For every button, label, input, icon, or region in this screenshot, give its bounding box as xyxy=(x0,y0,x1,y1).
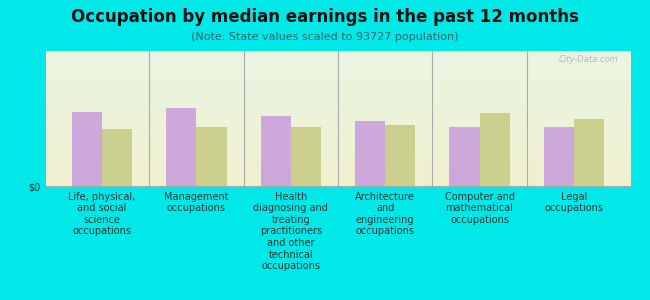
Bar xyxy=(72,112,102,186)
Bar xyxy=(480,113,510,186)
Bar xyxy=(385,125,415,186)
Bar xyxy=(102,129,133,186)
Bar xyxy=(291,127,321,186)
Bar xyxy=(166,108,196,186)
Text: Occupation by median earnings in the past 12 months: Occupation by median earnings in the pas… xyxy=(71,8,579,26)
Bar xyxy=(449,127,480,186)
Bar xyxy=(574,118,604,186)
Bar xyxy=(196,127,227,186)
Bar xyxy=(355,121,385,186)
Text: (Note: State values scaled to 93727 population): (Note: State values scaled to 93727 popu… xyxy=(191,32,459,41)
Bar xyxy=(261,116,291,186)
Text: City-Data.com: City-Data.com xyxy=(559,55,619,64)
Bar xyxy=(543,127,574,186)
